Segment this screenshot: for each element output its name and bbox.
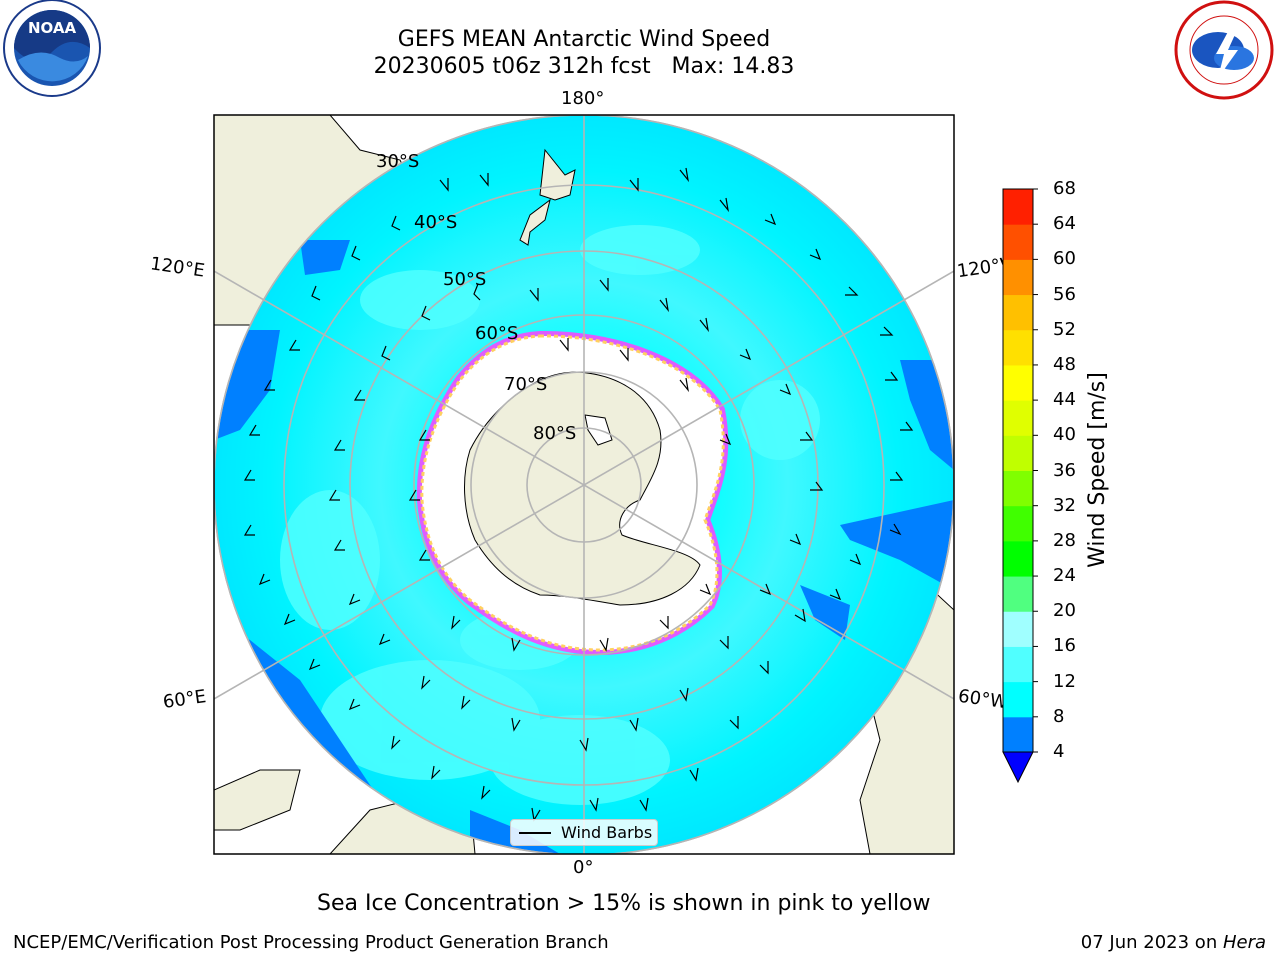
- colorbar-segment: [1003, 540, 1033, 577]
- footer-left: NCEP/EMC/Verification Post Processing Pr…: [13, 932, 609, 953]
- colorbar-segment: [1003, 611, 1033, 647]
- colorbar-segment: [1003, 505, 1033, 542]
- colorbar-tick-label: 60: [1053, 248, 1076, 270]
- colorbar-extend-arrow: [1002, 751, 1034, 784]
- lat-label-50: 50°S: [443, 269, 487, 290]
- colorbar-segment: [1003, 364, 1033, 401]
- colorbar-tick-label: 8: [1053, 705, 1065, 727]
- colorbar-tick-label: 32: [1053, 494, 1076, 516]
- colorbar-segment: [1003, 435, 1033, 471]
- colorbar-tick-label: 20: [1053, 600, 1076, 622]
- colorbar-segment: [1003, 716, 1033, 753]
- colorbar-tick-label: 64: [1053, 213, 1076, 235]
- noaa-logo: NOAA: [3, 0, 101, 97]
- colorbar-segment: [1003, 259, 1033, 296]
- colorbar-tick-label: 12: [1053, 670, 1076, 692]
- nws-logo: [1174, 0, 1274, 100]
- colorbar-segment: [1003, 224, 1033, 260]
- lat-label-70: 70°S: [504, 374, 548, 395]
- svg-text:NOAA: NOAA: [28, 19, 77, 37]
- colorbar-tick-label: 4: [1053, 741, 1065, 762]
- colorbar-segment: [1003, 681, 1033, 718]
- caption: Sea Ice Concentration > 15% is shown in …: [317, 891, 931, 916]
- colorbar-segment: [1003, 576, 1033, 612]
- lon-label-bottom: 0°: [573, 857, 594, 878]
- land-africa: [214, 769, 301, 831]
- colorbar-segment: [1003, 294, 1033, 331]
- chart-title: GEFS MEAN Antarctic Wind Speed: [397, 27, 771, 52]
- wind-barbs: [243, 167, 914, 822]
- chart-subtitle: 20230605 t06z 312h fcst Max: 14.83: [373, 54, 795, 79]
- colorbar-tick-label: 44: [1053, 389, 1076, 411]
- lat-label-60: 60°S: [475, 323, 519, 344]
- legend-line: [519, 832, 551, 834]
- colorbar-label: Wind Speed [m/s]: [1085, 372, 1110, 568]
- footer-date: 07 Jun 2023 on: [1080, 932, 1223, 953]
- colorbar-tick-label: 56: [1053, 283, 1076, 305]
- colorbar-tick-label: 48: [1053, 353, 1076, 375]
- colorbar-segment: [1003, 400, 1033, 436]
- footer-machine: Hera: [1222, 932, 1266, 953]
- colorbar-tick-label: 28: [1053, 529, 1076, 551]
- colorbar-tick-label: 16: [1053, 635, 1076, 657]
- colorbar-segment: [1003, 189, 1033, 225]
- lat-label-40: 40°S: [414, 212, 458, 233]
- colorbar-segment: [1003, 329, 1033, 366]
- colorbar-tick-label: 68: [1053, 178, 1076, 199]
- colorbar-tick-label: 24: [1053, 565, 1076, 587]
- colorbar-tick-label: 52: [1053, 318, 1076, 340]
- meridians: [214, 115, 954, 854]
- lat-label-80: 80°S: [533, 423, 577, 444]
- legend: Wind Barbs: [510, 819, 658, 846]
- legend-label: Wind Barbs: [561, 823, 653, 842]
- footer-right: 07 Jun 2023 on Hera: [1081, 932, 1266, 954]
- colorbar-tick-label: 36: [1053, 459, 1076, 481]
- colorbar-segment: [1003, 646, 1033, 683]
- land-antarctica: [464, 371, 701, 606]
- colorbar-tick-label: 40: [1053, 424, 1076, 446]
- land-new-zealand: [519, 148, 576, 246]
- colorbar-segment: [1003, 470, 1033, 507]
- map-frame: [213, 114, 955, 855]
- lat-label-30: 30°S: [376, 151, 420, 172]
- lon-label-top: 180°: [561, 88, 605, 109]
